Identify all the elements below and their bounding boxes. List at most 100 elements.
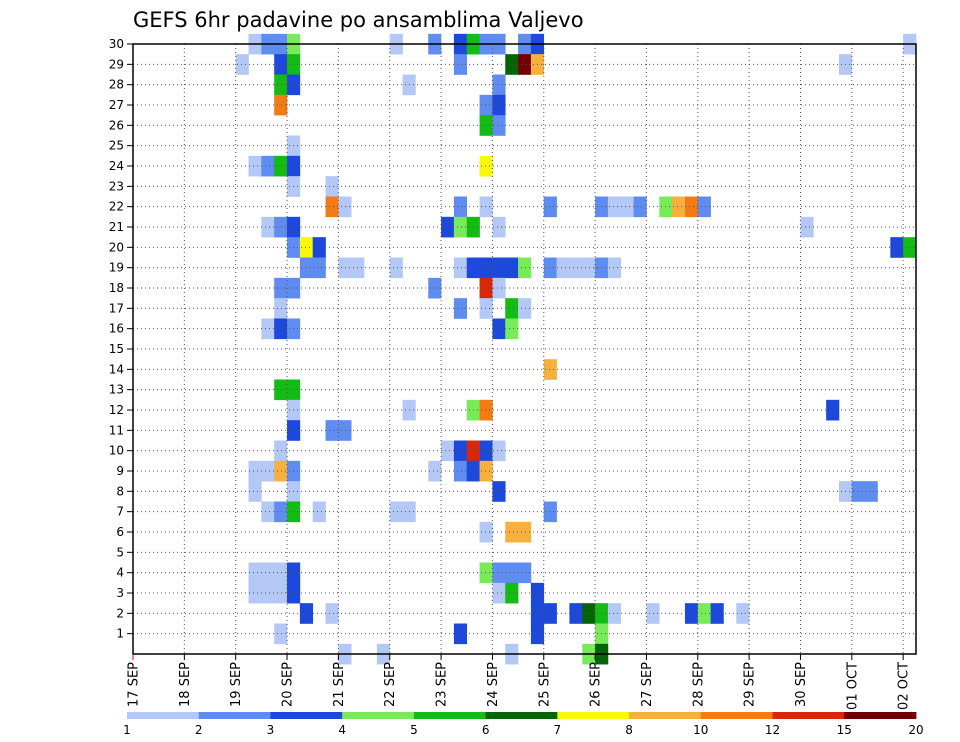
heatmap-cell: [492, 582, 506, 604]
heatmap-cell: [607, 257, 622, 279]
colorbar-label: 7: [554, 723, 562, 737]
y-tick-label: 11: [109, 423, 124, 437]
x-tick-label: 26 SEP: [589, 662, 604, 707]
heatmap-cell: [492, 318, 506, 340]
heatmap-cell: [441, 440, 455, 462]
heatmap-cell: [261, 460, 275, 482]
heatmap-cell: [274, 94, 288, 116]
heatmap-cell: [453, 440, 468, 462]
heatmap-cell: [453, 54, 468, 75]
heatmap-cell: [607, 603, 622, 624]
heatmap-cell: [261, 562, 275, 584]
heatmap-cell: [582, 257, 596, 279]
chart-title: GEFS 6hr padavine po ansamblima Valjevo: [133, 8, 584, 32]
heatmap-cell: [492, 440, 506, 462]
colorbar-swatch: [557, 712, 630, 719]
grid-lines: [133, 43, 916, 654]
heatmap-cell: [582, 603, 596, 624]
y-tick-label: 4: [116, 566, 124, 580]
heatmap-cell: [453, 298, 468, 319]
colorbar: 1 2 3 4 5 6 7 8 10 12 15 20: [123, 712, 924, 737]
heatmap-cell: [543, 257, 557, 279]
heatmap-cell: [543, 603, 557, 624]
heatmap-cell: [338, 257, 352, 279]
y-tick-label: 28: [109, 78, 124, 92]
y-tick-label: 2: [116, 606, 124, 620]
heatmap-cell: [479, 521, 493, 543]
heatmap-cell: [479, 460, 493, 482]
heatmap-cell: [479, 257, 493, 279]
y-tick-label: 23: [109, 179, 124, 193]
heatmap-cell: [505, 318, 519, 340]
heatmap-cell: [274, 623, 288, 645]
colorbar-label: 5: [410, 723, 418, 737]
colorbar-swatch: [844, 712, 917, 719]
heatmap-cell: [274, 501, 288, 523]
heatmap-cell: [479, 399, 493, 421]
heatmap-cell: [235, 54, 249, 75]
heatmap-cell: [274, 298, 288, 319]
x-tick-label: 29 SEP: [743, 662, 758, 707]
heatmap-cell: [479, 196, 493, 218]
x-tick-label: 02 OCT: [897, 662, 912, 710]
y-tick-label: 18: [109, 281, 124, 295]
heatmap-cell: [274, 440, 288, 462]
heatmap-cell: [736, 603, 750, 624]
heatmap-cell: [299, 603, 314, 624]
heatmap-cell: [338, 420, 352, 441]
heatmap-cell: [505, 298, 519, 319]
heatmap-cell: [479, 277, 493, 299]
heatmap-cell: [890, 237, 904, 258]
heatmap-cell: [492, 115, 506, 136]
colorbar-label: 3: [267, 723, 275, 737]
heatmap-cell: [505, 582, 519, 604]
heatmap-cell: [453, 257, 468, 279]
x-tick-label: 27 SEP: [640, 662, 655, 707]
y-tick-label: 15: [109, 342, 124, 356]
y-tick-label: 7: [116, 505, 124, 519]
heatmap-cell: [569, 257, 583, 279]
heatmap-cell: [492, 216, 506, 238]
y-tick-label: 1: [116, 627, 124, 641]
heatmap-cell: [261, 582, 275, 604]
y-tick-label: 24: [109, 159, 124, 173]
heatmap-cell: [261, 216, 275, 238]
colorbar-label: 6: [482, 723, 490, 737]
colorbar-swatch: [198, 712, 271, 719]
x-tick-label: 23 SEP: [435, 662, 450, 707]
y-tick-label: 14: [109, 362, 124, 376]
x-tick-label: 28 SEP: [691, 662, 706, 707]
heatmap-cell: [261, 155, 275, 177]
colorbar-swatch: [127, 712, 200, 719]
x-tick-label: 18 SEP: [178, 662, 193, 707]
heatmap-cell: [274, 582, 288, 604]
heatmap-cell: [479, 562, 493, 584]
heatmap-cell: [684, 196, 699, 218]
heatmap-cell: [518, 521, 532, 543]
heatmap-cell: [338, 196, 352, 218]
x-tick-label: 24 SEP: [486, 662, 501, 707]
y-tick-label: 3: [116, 586, 124, 600]
colorbar-label: 8: [625, 723, 633, 737]
colorbar-swatch: [629, 712, 702, 719]
colorbar-swatch: [413, 712, 487, 719]
y-tick-label: 9: [116, 464, 124, 478]
y-tick-label: 19: [109, 261, 124, 275]
colorbar-swatch: [342, 712, 415, 719]
heatmap-cell: [505, 562, 519, 584]
heatmap-cell: [441, 216, 455, 238]
x-axis: 17 SEP 18 SEP 19 SEP 20 SEP 21 SEP 22 SEP 23 S…: [127, 654, 912, 710]
heatmap-cell: [518, 257, 532, 279]
heatmap-cell: [479, 115, 493, 136]
heatmap-cell: [274, 216, 288, 238]
heatmap-cell: [248, 481, 262, 502]
y-tick-label: 17: [109, 301, 124, 315]
heatmap-cell: [274, 155, 288, 177]
heatmap-cell: [428, 460, 442, 482]
colorbar-label: 10: [693, 723, 708, 737]
y-tick-label: 16: [109, 322, 124, 336]
heatmap-cell: [492, 94, 506, 116]
heatmap-cell: [248, 155, 262, 177]
y-tick-label: 20: [109, 240, 124, 254]
